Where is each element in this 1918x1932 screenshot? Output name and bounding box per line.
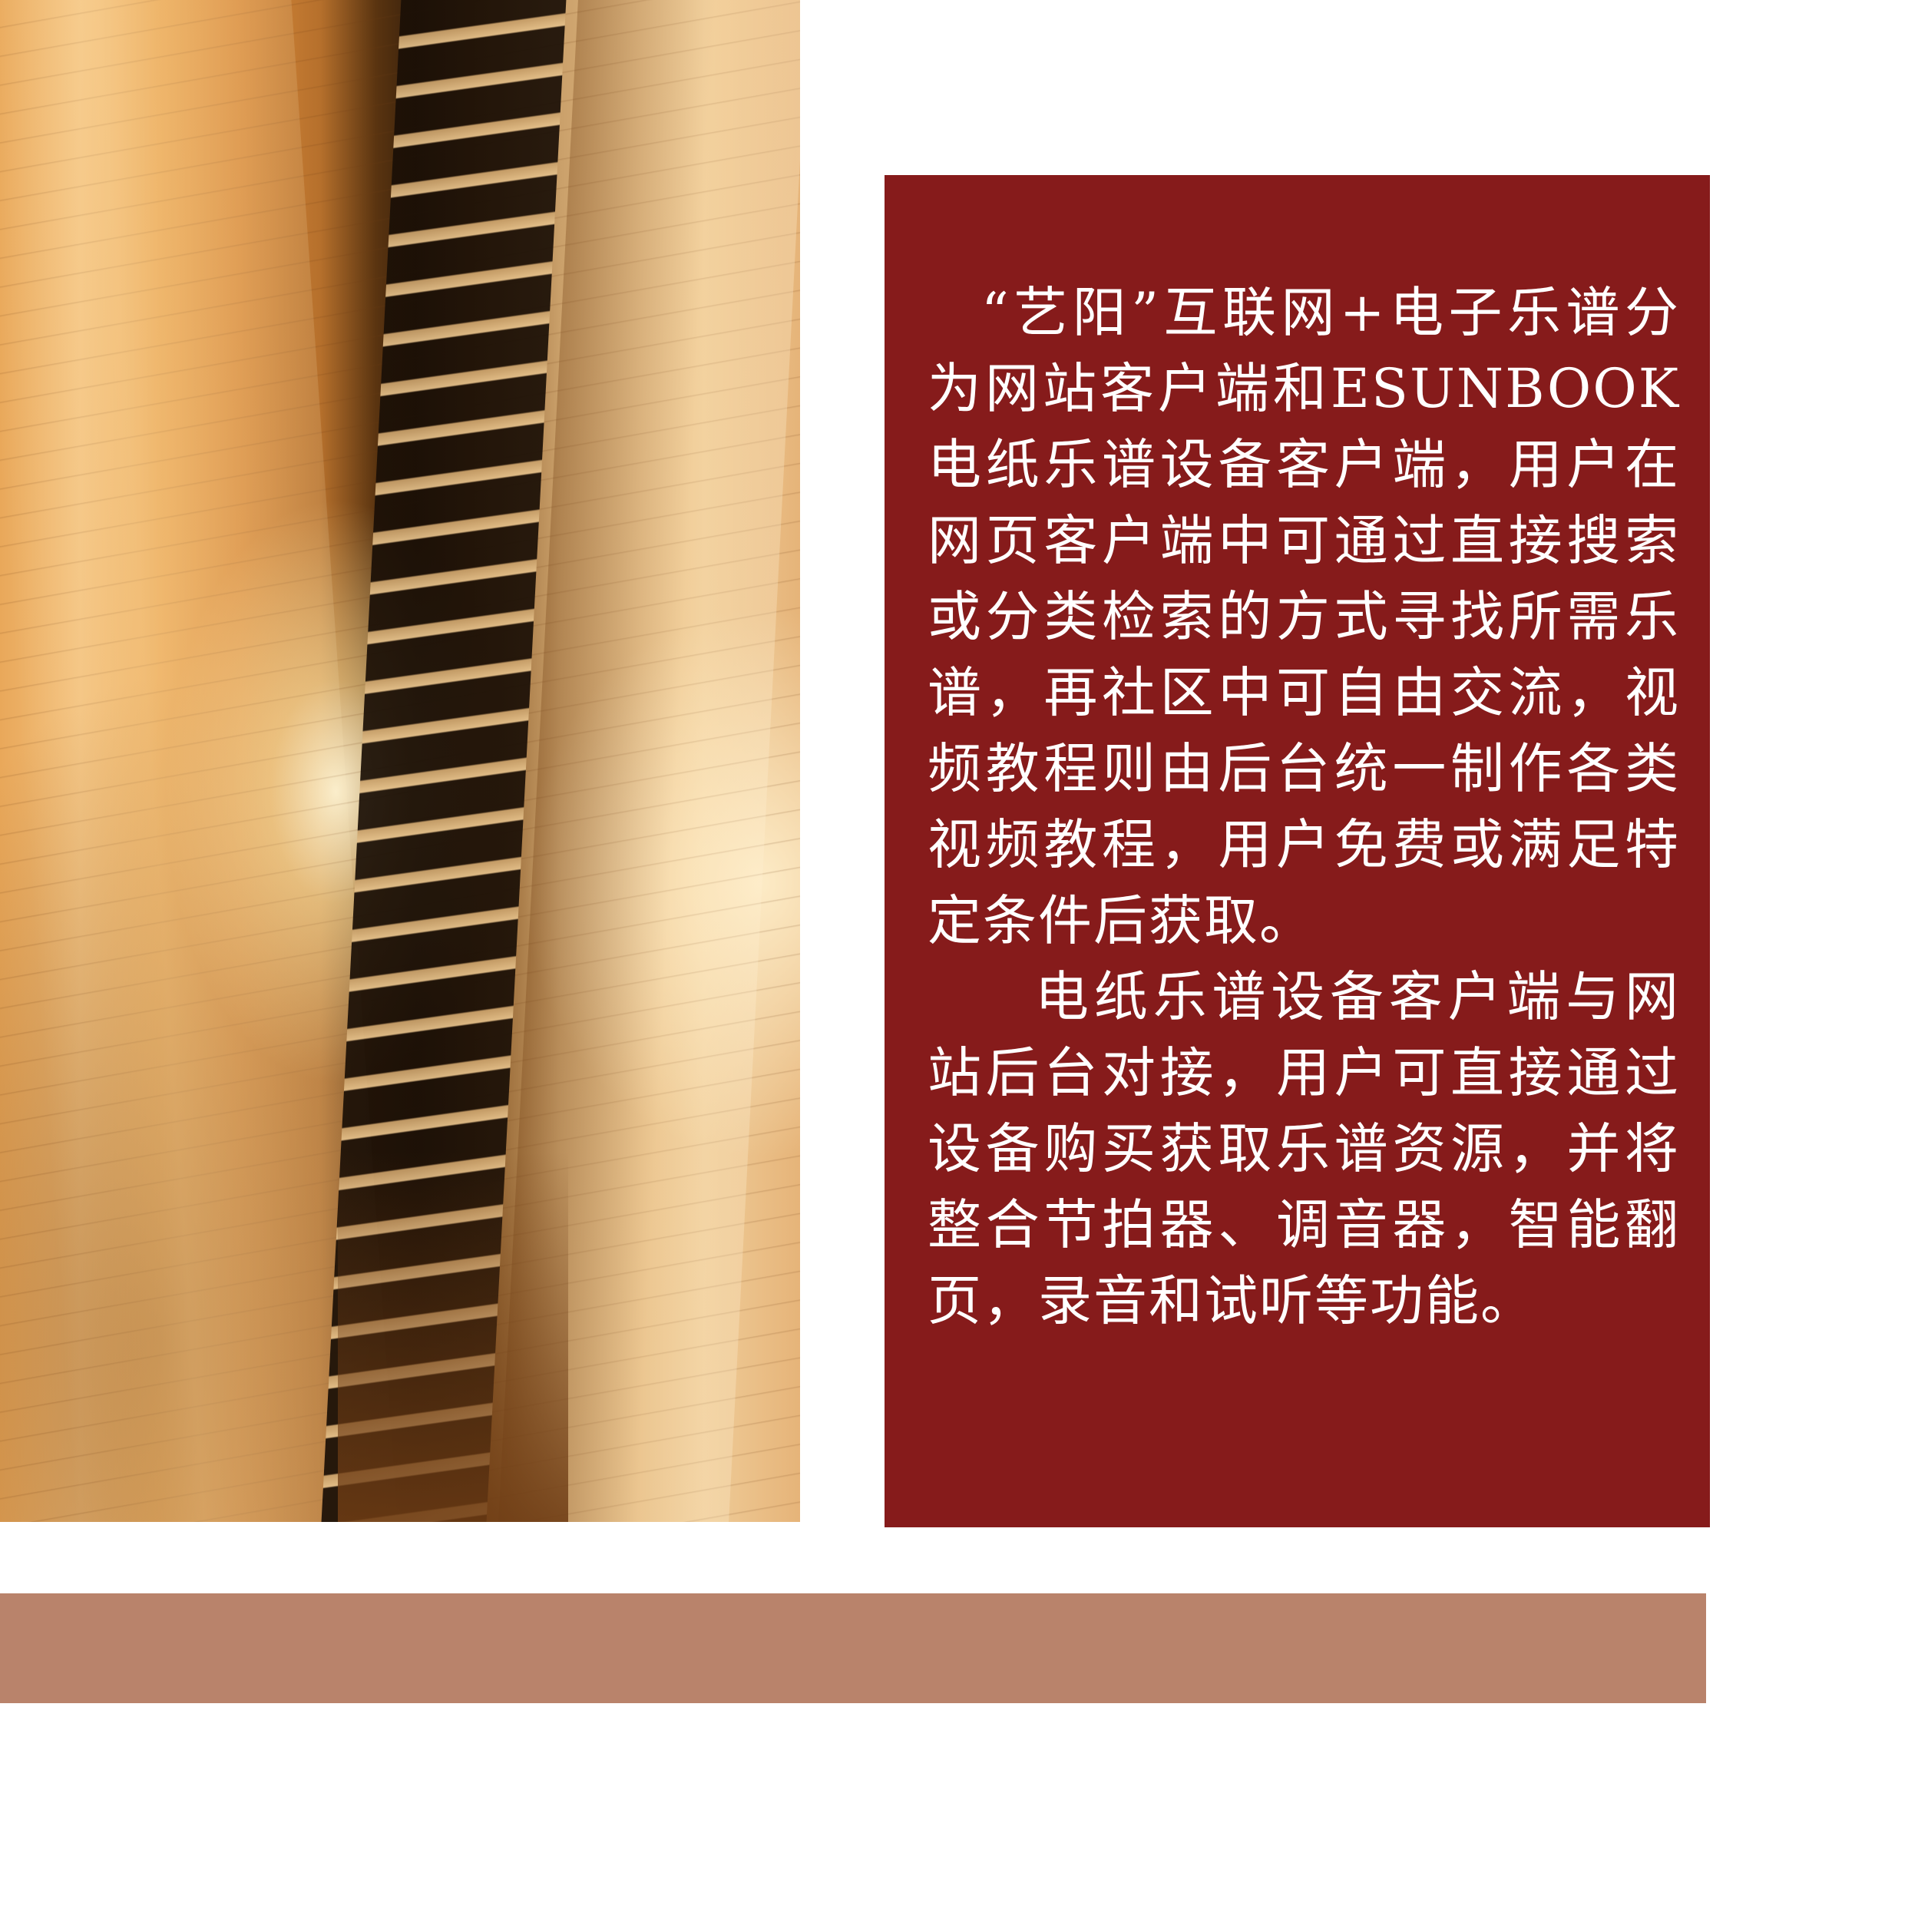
description-paragraph-1: “艺阳”互联网+电子乐谱分为网站客户端和ESUNBOOK电纸乐谱设备客户端，用户… xyxy=(928,281,1680,952)
description-panel: “艺阳”互联网+电子乐谱分为网站客户端和ESUNBOOK电纸乐谱设备客户端，用户… xyxy=(885,175,1710,1527)
description-text: “艺阳”互联网+电子乐谱分为网站客户端和ESUNBOOK电纸乐谱设备客户端，用户… xyxy=(928,275,1680,1339)
photo-shadow xyxy=(338,1152,568,1522)
sheet-music-piano-photo xyxy=(0,0,800,1522)
bottom-accent-bar xyxy=(0,1593,1706,1703)
description-paragraph-2: 电纸乐谱设备客户端与网站后台对接，用户可直接通过设备购买获取乐谱资源，并将整合节… xyxy=(928,965,1680,1332)
